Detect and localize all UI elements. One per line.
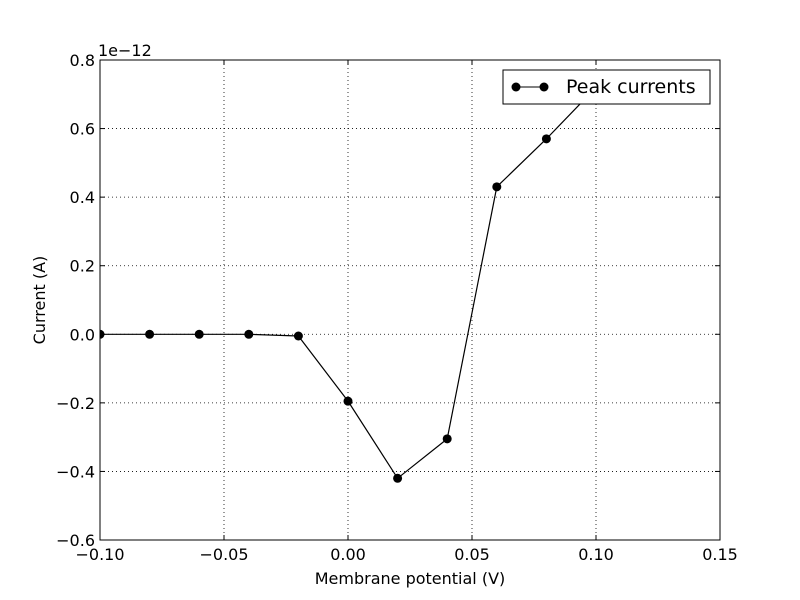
legend-entry-peak-currents: Peak currents: [566, 76, 696, 98]
legend-marker-right: [539, 82, 549, 92]
data-point: [343, 396, 353, 406]
x-tick-label: 0.00: [330, 545, 366, 564]
x-tick-labels: −0.10 −0.05 0.00 0.05 0.10 0.15: [75, 545, 737, 564]
x-tick-label: 0.15: [702, 545, 738, 564]
y-tick-label: −0.6: [56, 531, 95, 550]
ticks: [99, 59, 721, 541]
y-offset-label: 1e−12: [98, 41, 152, 60]
data-point: [541, 134, 551, 144]
grid: [100, 60, 720, 540]
data-point: [244, 329, 254, 339]
y-tick-labels: −0.6 −0.4 −0.2 0.0 0.2 0.4 0.6 0.8: [56, 51, 95, 550]
x-tick-label: 0.05: [454, 545, 490, 564]
data-point: [442, 434, 452, 444]
data-point: [393, 473, 403, 483]
x-tick-label: −0.10: [75, 545, 124, 564]
y-tick-label: 0.4: [70, 188, 95, 207]
y-axis-label: Current (A): [30, 256, 49, 345]
data-point: [293, 331, 303, 341]
x-tick-label: −0.05: [199, 545, 248, 564]
y-tick-label: 0.0: [70, 325, 95, 344]
y-tick-label: −0.2: [56, 394, 95, 413]
x-tick-label: 0.10: [578, 545, 614, 564]
y-tick-label: 0.2: [70, 257, 95, 276]
data-point: [492, 182, 502, 192]
x-axis-label: Membrane potential (V): [315, 569, 506, 588]
data-point: [145, 329, 155, 339]
y-tick-label: −0.4: [56, 462, 95, 481]
data-point: [194, 329, 204, 339]
legend: Peak currents: [502, 69, 711, 105]
series-layer: [100, 82, 601, 483]
y-tick-label: 0.6: [70, 120, 95, 139]
legend-marker-left: [511, 82, 521, 92]
plot-frame: [99, 59, 721, 541]
y-tick-label: 0.8: [70, 51, 95, 70]
plot-area: [100, 60, 720, 540]
